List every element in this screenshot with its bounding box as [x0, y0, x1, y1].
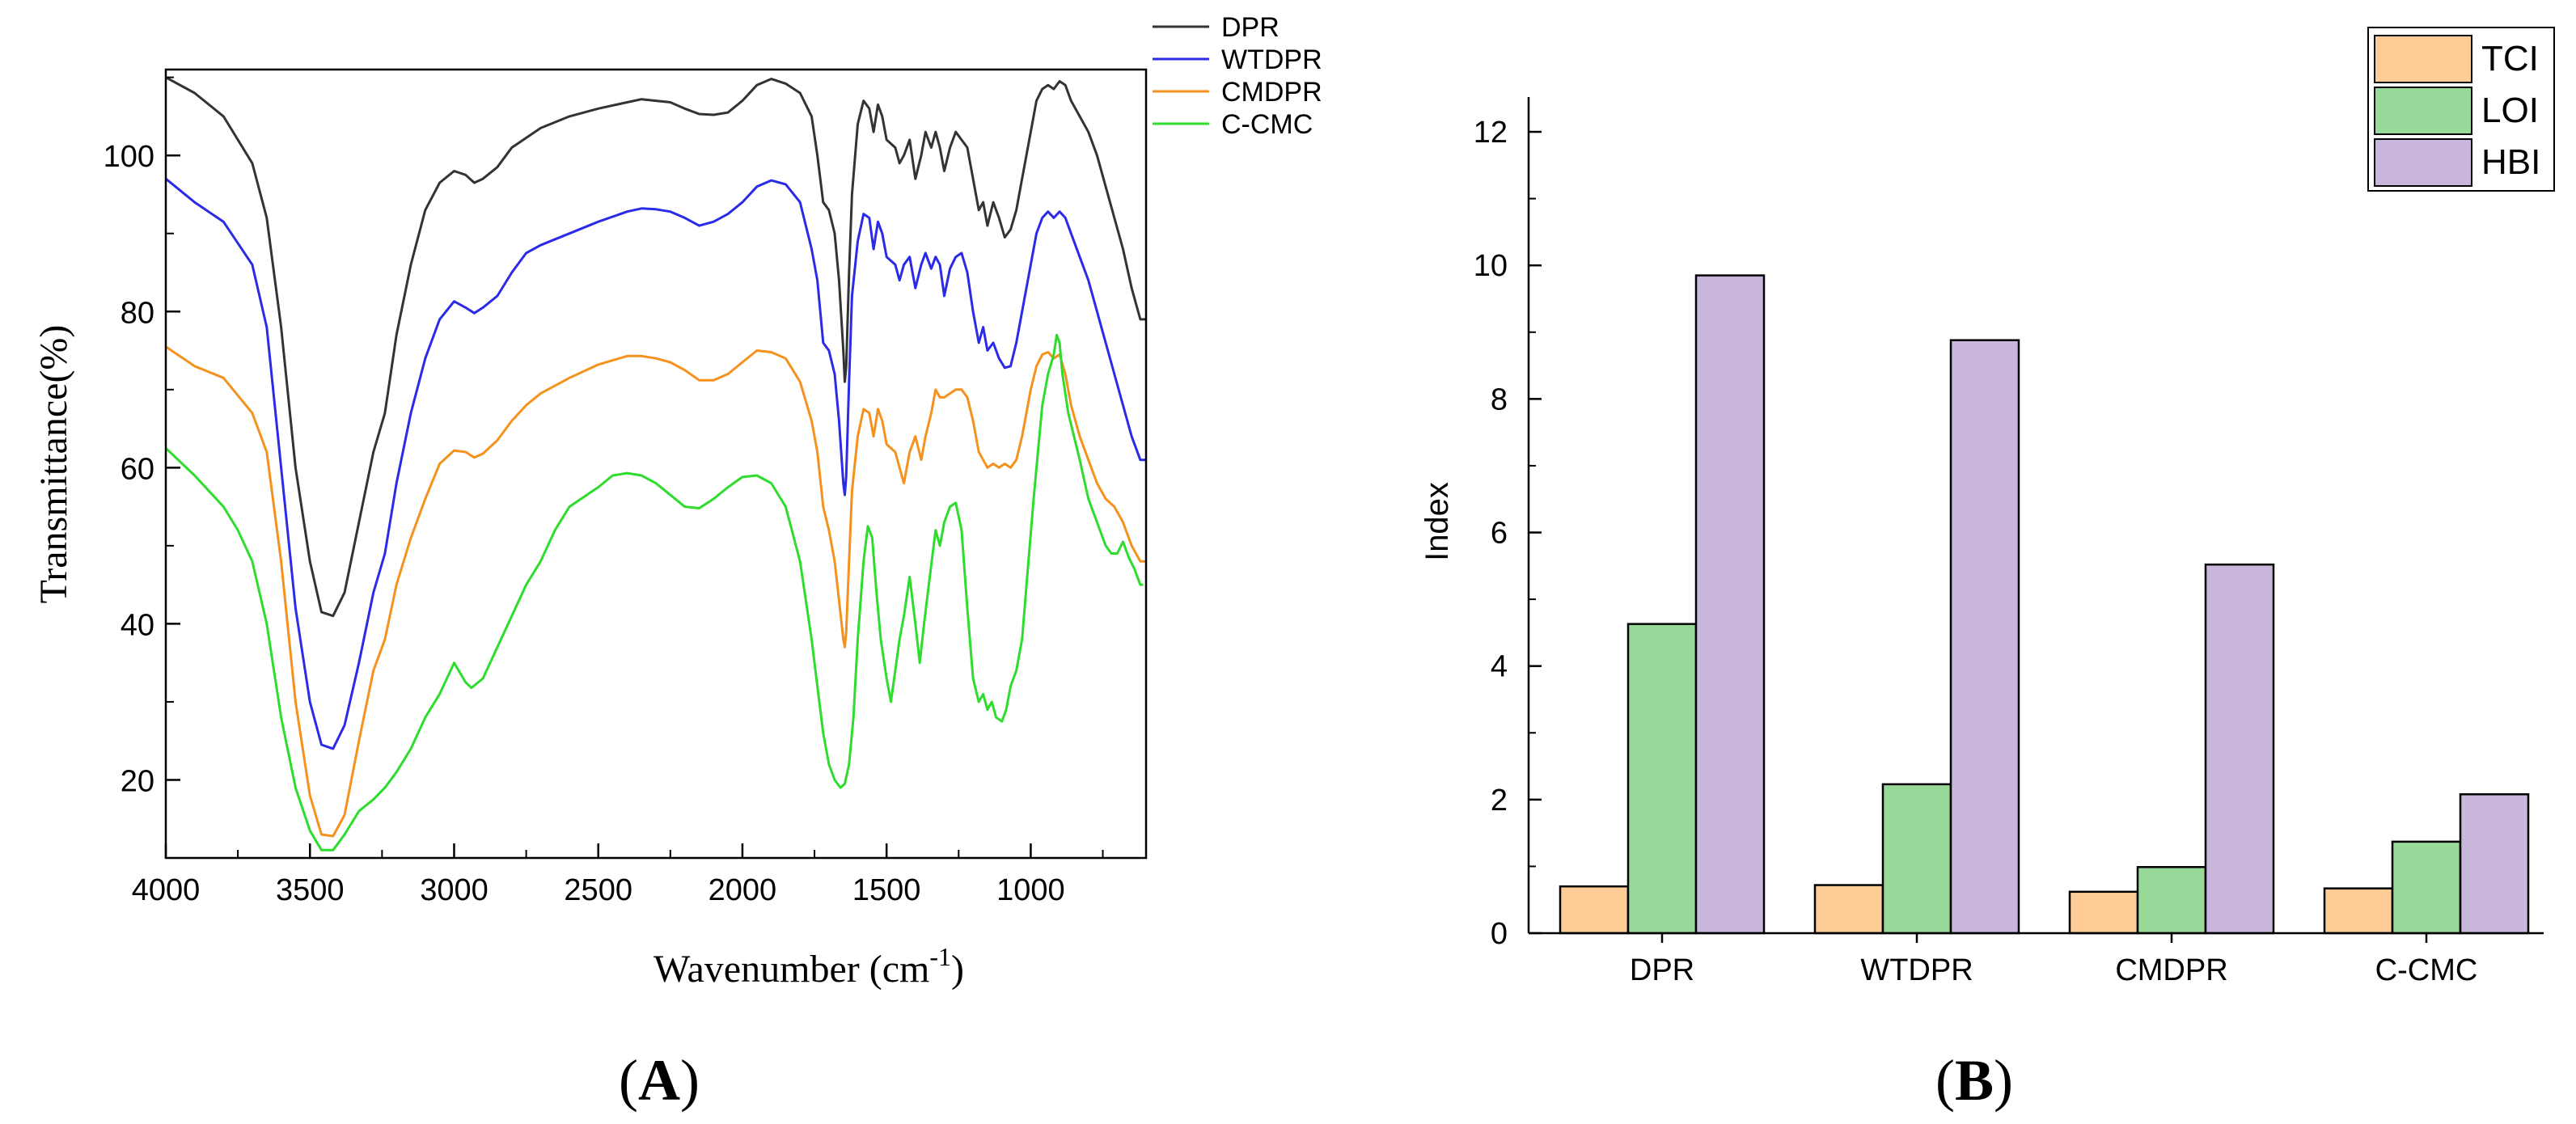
index-y-axis-title: Index [1419, 482, 1455, 561]
legend-label-hbi: HBI [2481, 142, 2540, 182]
legend-label-cmdpr: CMDPR [1221, 77, 1322, 108]
ftir-x-tick-label: 4000 [132, 873, 201, 907]
index-y-tick-label: 4 [1491, 650, 1508, 684]
ftir-y-tick-label: 40 [121, 608, 154, 642]
ftir-x-tick-label: 3000 [420, 873, 489, 907]
bar-dpr-loi [1626, 623, 1698, 935]
bar-c-cmc-tci [2323, 887, 2394, 935]
ftir-plot-frame [164, 68, 1148, 860]
ftir-series-group [164, 76, 1146, 851]
ftir-y-tick-label: 60 [121, 452, 154, 486]
series-line-c-cmc [164, 333, 1144, 851]
legend-label-tci: TCI [2481, 39, 2539, 78]
ftir-y-tick-label: 100 [104, 140, 154, 174]
ftir-x-axis: 4000 3500 3000 2500 2000 1500 1000 [132, 843, 1104, 907]
ftir-y-tick-label: 80 [121, 296, 154, 330]
series-line-wtdpr [165, 177, 1146, 750]
category-label-cmdpr: CMDPR [2115, 953, 2227, 987]
index-bars-group [1559, 274, 2530, 935]
ftir-x-tick-label: 1000 [996, 873, 1065, 907]
legend-swatch-tci [2374, 35, 2472, 83]
index-bar-chart: 0 2 4 6 8 10 12 DPR WTDPR CMDPR C-CMC Index TCI LOI… [1419, 27, 2555, 987]
bar-cmdpr-loi [2136, 865, 2207, 935]
index-y-tick-label: 8 [1491, 382, 1508, 416]
bar-dpr-hbi [1694, 274, 1766, 935]
index-axes: 0 2 4 6 8 10 12 DPR WTDPR CMDPR C-CMC [1474, 97, 2544, 987]
bar-wtdpr-loi [1881, 783, 1952, 935]
legend-label-wtdpr: WTDPR [1221, 44, 1322, 75]
index-y-tick-label: 0 [1491, 917, 1508, 951]
ftir-x-tick-label: 2500 [564, 873, 632, 907]
legend-label-c-cmc: C-CMC [1221, 109, 1313, 140]
ftir-x-tick-label: 3500 [276, 873, 345, 907]
bar-dpr-tci [1559, 885, 1630, 935]
series-line-dpr [165, 76, 1146, 618]
bar-cmdpr-tci [2068, 890, 2139, 935]
index-y-tick-label: 12 [1474, 116, 1508, 150]
panel-label-b: (B) [1935, 1048, 2013, 1113]
category-label-c-cmc: C-CMC [2375, 953, 2478, 987]
legend-swatch-loi [2374, 87, 2472, 135]
index-y-tick-label: 6 [1491, 517, 1508, 551]
bar-c-cmc-hbi [2459, 792, 2530, 935]
ftir-x-tick-label: 2000 [709, 873, 777, 907]
bar-wtdpr-hbi [1949, 339, 2020, 935]
bar-cmdpr-hbi [2204, 563, 2275, 935]
series-line-cmdpr [165, 345, 1146, 838]
ftir-x-axis-title: Wavenumber (cm-1) [654, 942, 964, 991]
legend-swatch-hbi [2374, 138, 2472, 187]
ftir-line-chart: 20 40 60 80 100 4000 3500 3000 2500 2000 1500 1000… [32, 12, 1322, 991]
panel-label-a: (A) [619, 1048, 700, 1113]
bar-c-cmc-loi [2391, 840, 2462, 935]
category-label-wtdpr: WTDPR [1860, 953, 1973, 987]
ftir-y-tick-label: 20 [121, 764, 154, 798]
legend-label-loi: LOI [2481, 91, 2539, 130]
index-y-tick-label: 2 [1491, 784, 1508, 818]
ftir-x-tick-label: 1500 [852, 873, 921, 907]
ftir-y-axis-title: Transmittance(%) [32, 325, 75, 604]
category-label-dpr: DPR [1630, 953, 1694, 987]
index-y-tick-label: 10 [1474, 249, 1508, 283]
bar-wtdpr-tci [1813, 884, 1884, 935]
ftir-y-axis: 20 40 60 80 100 [104, 76, 180, 798]
legend-label-dpr: DPR [1221, 12, 1280, 43]
index-legend: TCI LOI HBI [2367, 27, 2555, 192]
